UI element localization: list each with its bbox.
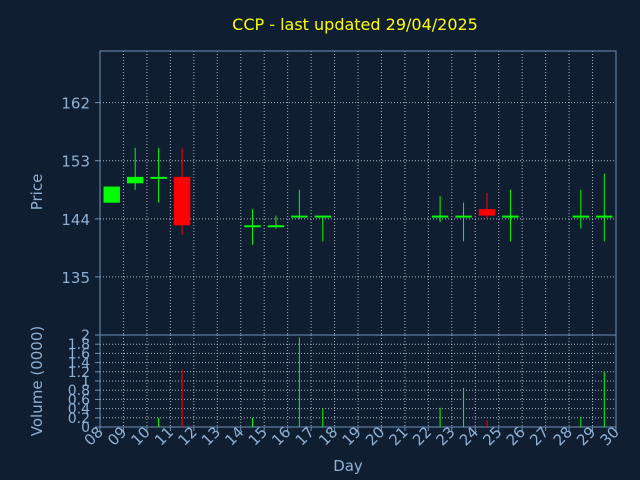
chart-title: CCP - last updated 29/04/2025 [232, 15, 478, 34]
volume-tick-label: 1.4 [68, 356, 90, 372]
volume-tick-label: 1.8 [68, 337, 90, 353]
candle-body [150, 176, 167, 179]
volume-tick-label: 1.6 [68, 346, 90, 362]
candle-body [244, 225, 261, 228]
candle-22 [431, 196, 449, 223]
candle-29 [596, 173, 613, 242]
x-axis-title: Day [333, 457, 363, 475]
candle-body [572, 215, 590, 218]
price-tick-label: 162 [61, 95, 90, 113]
candle-body [267, 225, 285, 228]
candle-15 [267, 215, 285, 229]
candle-17 [314, 215, 332, 242]
volume-tick-label: 0.8 [68, 383, 90, 399]
price-axis-title: Price [28, 174, 46, 211]
price-tick-label: 153 [61, 153, 90, 171]
volume-tick-label: 0.6 [68, 392, 90, 408]
candle-body [103, 186, 120, 203]
candle-11 [173, 147, 191, 235]
volume-tick-label: 0.4 [68, 402, 90, 418]
candle-28 [572, 189, 590, 229]
candle-body [478, 209, 496, 216]
candle-16 [291, 189, 308, 219]
price-panel: 162 153 144 135 [61, 50, 617, 336]
candle-23 [455, 202, 472, 242]
volume-panel: 00.20.40.60.811.21.41.61.82 [68, 328, 617, 436]
candle-body [291, 215, 308, 218]
candle-body [596, 215, 613, 218]
volume-tick-label: 2 [81, 328, 90, 344]
candle-09 [126, 147, 144, 190]
x-axis: 0809101112131415161718192021222324252627… [81, 423, 623, 449]
candle-14 [244, 209, 261, 245]
candle-body [431, 215, 449, 218]
candle-08 [103, 186, 120, 203]
candle-body [502, 215, 519, 218]
volume-axis-title: Volume (0000) [28, 326, 46, 436]
price-tick-label: 144 [61, 211, 90, 229]
candle-body [126, 176, 144, 184]
candle-body [173, 176, 191, 226]
candle-10 [150, 147, 167, 203]
candle-25 [502, 189, 519, 242]
price-tick-label: 135 [61, 269, 90, 287]
volume-tick-label: 1 [81, 374, 90, 390]
candle-24 [478, 193, 496, 219]
volume-tick-label: 1.2 [68, 365, 90, 381]
candle-body [314, 215, 332, 218]
volume-tick-label: 0 [81, 420, 90, 436]
volume-tick-label: 0.2 [68, 411, 90, 427]
candle-body [455, 215, 472, 218]
